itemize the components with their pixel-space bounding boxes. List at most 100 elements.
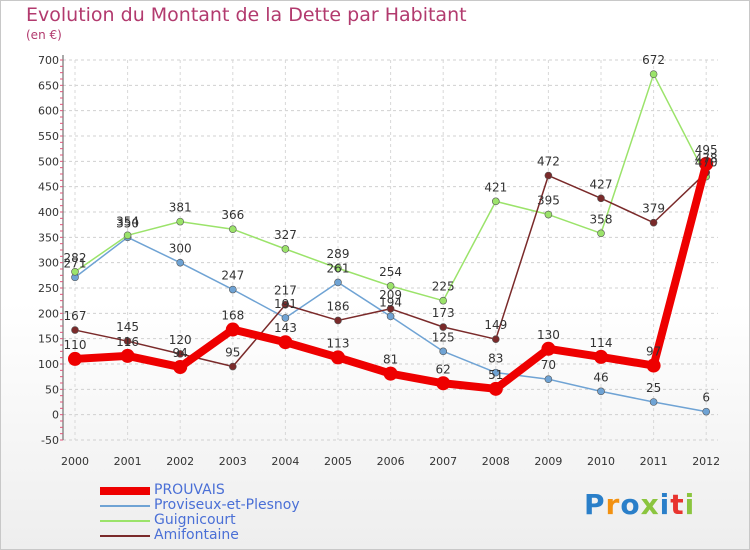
data-label-proviseux-et-plesnoy: 6 bbox=[702, 391, 710, 405]
data-label-prouvais: 168 bbox=[221, 309, 244, 323]
data-point-prouvais bbox=[278, 335, 293, 350]
data-point-amifontaine bbox=[334, 316, 342, 325]
legend-label-prouvais: PROUVAIS bbox=[154, 482, 225, 498]
data-point-guignicourt bbox=[649, 70, 658, 78]
logo-letter: t bbox=[670, 488, 685, 521]
data-point-prouvais bbox=[331, 350, 345, 365]
data-label-guignicourt: 225 bbox=[432, 280, 455, 294]
data-label-prouvais: 110 bbox=[64, 338, 87, 352]
data-label-amifontaine: 427 bbox=[590, 177, 613, 191]
data-label-amifontaine: 379 bbox=[642, 202, 665, 216]
x-tick-label: 2005 bbox=[324, 455, 352, 468]
data-label-prouvais: 94 bbox=[173, 346, 188, 360]
x-tick-label: 2004 bbox=[271, 455, 299, 468]
y-tick-label: 450 bbox=[38, 181, 59, 194]
legend-item-guignicourt: Guignicourt bbox=[100, 513, 300, 528]
data-label-guignicourt: 672 bbox=[642, 53, 665, 67]
y-tick-label: 300 bbox=[38, 257, 59, 270]
y-tick-label: 100 bbox=[38, 358, 59, 371]
y-tick-label: 350 bbox=[38, 231, 59, 244]
data-label-proviseux-et-plesnoy: 191 bbox=[274, 297, 297, 311]
data-point-prouvais bbox=[173, 360, 188, 375]
data-point-proviseux-et-plesnoy bbox=[334, 278, 342, 287]
data-point-prouvais bbox=[488, 381, 503, 396]
legend-item-proviseux-et-plesnoy: Proviseux-et-Plesnoy bbox=[100, 498, 300, 513]
data-label-guignicourt: 327 bbox=[274, 228, 297, 242]
data-point-guignicourt bbox=[544, 210, 553, 219]
data-point-proviseux-et-plesnoy bbox=[649, 398, 658, 406]
x-tick-label: 2000 bbox=[61, 455, 89, 468]
data-label-proviseux-et-plesnoy: 83 bbox=[488, 352, 503, 366]
y-tick-label: 650 bbox=[38, 79, 59, 92]
data-point-amifontaine bbox=[491, 335, 500, 343]
data-point-amifontaine bbox=[544, 171, 553, 180]
data-point-prouvais bbox=[436, 376, 451, 391]
data-point-amifontaine bbox=[386, 304, 395, 313]
data-label-guignicourt: 366 bbox=[221, 208, 244, 222]
data-label-guignicourt: 395 bbox=[537, 194, 560, 208]
legend-item-amifontaine: Amifontaine bbox=[100, 528, 300, 543]
data-point-guignicourt bbox=[334, 264, 342, 273]
data-point-amifontaine bbox=[597, 194, 605, 203]
x-tick-label: 2006 bbox=[377, 455, 405, 468]
data-label-guignicourt: 354 bbox=[116, 214, 139, 228]
x-tick-label: 2010 bbox=[587, 455, 615, 468]
x-tick-label: 2012 bbox=[692, 455, 720, 468]
data-label-guignicourt: 381 bbox=[169, 201, 192, 215]
data-label-guignicourt: 358 bbox=[590, 212, 613, 226]
data-point-proviseux-et-plesnoy bbox=[491, 368, 500, 377]
data-point-prouvais bbox=[541, 341, 556, 356]
y-tick-label: 600 bbox=[38, 105, 59, 118]
data-label-proviseux-et-plesnoy: 271 bbox=[64, 256, 87, 270]
data-point-proviseux-et-plesnoy bbox=[281, 314, 290, 322]
x-tick-label: 2002 bbox=[166, 455, 194, 468]
data-point-prouvais bbox=[68, 351, 82, 366]
data-point-guignicourt bbox=[491, 197, 500, 206]
legend-swatch-proviseux-et-plesnoy bbox=[100, 504, 150, 507]
chart-title: Evolution du Montant de la Dette par Hab… bbox=[26, 4, 467, 26]
data-label-prouvais: 143 bbox=[274, 321, 297, 335]
data-label-guignicourt: 421 bbox=[484, 180, 507, 194]
chart-subtitle: (en €) bbox=[26, 28, 62, 42]
x-tick-label: 2003 bbox=[219, 455, 247, 468]
x-tick-label: 2001 bbox=[114, 455, 142, 468]
data-label-amifontaine: 217 bbox=[274, 284, 297, 298]
x-tick-label: 2011 bbox=[640, 455, 668, 468]
data-point-prouvais bbox=[594, 349, 608, 364]
data-label-guignicourt: 254 bbox=[379, 265, 402, 279]
y-tick-label: 550 bbox=[38, 130, 59, 143]
data-label-prouvais: 130 bbox=[537, 328, 560, 342]
data-label-proviseux-et-plesnoy: 25 bbox=[646, 381, 661, 395]
data-point-amifontaine bbox=[176, 350, 184, 358]
data-point-guignicourt bbox=[123, 231, 132, 240]
data-point-prouvais bbox=[120, 348, 135, 363]
proxiti-logo: Proxiti bbox=[584, 488, 695, 521]
x-tick-label: 2009 bbox=[534, 455, 562, 468]
data-label-proviseux-et-plesnoy: 261 bbox=[327, 261, 350, 275]
y-tick-label: 500 bbox=[38, 155, 59, 168]
data-point-prouvais bbox=[646, 358, 661, 373]
y-tick-label: 50 bbox=[45, 383, 59, 396]
y-tick-label: 700 bbox=[38, 54, 59, 67]
data-point-guignicourt bbox=[71, 267, 79, 276]
data-point-proviseux-et-plesnoy bbox=[597, 387, 605, 396]
data-point-guignicourt bbox=[386, 282, 395, 290]
logo-letter: r bbox=[605, 488, 621, 521]
data-point-amifontaine bbox=[123, 337, 132, 346]
data-point-proviseux-et-plesnoy bbox=[386, 312, 395, 321]
data-label-proviseux-et-plesnoy: 350 bbox=[116, 216, 139, 230]
logo-letter: i bbox=[659, 488, 671, 521]
data-label-proviseux-et-plesnoy: 46 bbox=[593, 370, 608, 384]
y-tick-label: 150 bbox=[38, 333, 59, 346]
data-point-proviseux-et-plesnoy bbox=[176, 258, 184, 267]
data-point-amifontaine bbox=[229, 362, 237, 371]
data-point-proviseux-et-plesnoy bbox=[544, 375, 553, 384]
data-label-amifontaine: 167 bbox=[64, 309, 87, 323]
y-tick-label: 0 bbox=[52, 409, 59, 422]
data-label-guignicourt: 289 bbox=[327, 247, 350, 261]
logo-letter: x bbox=[640, 488, 660, 521]
data-label-prouvais: 81 bbox=[383, 353, 398, 367]
data-point-guignicourt bbox=[281, 245, 290, 253]
data-point-guignicourt bbox=[439, 296, 448, 305]
